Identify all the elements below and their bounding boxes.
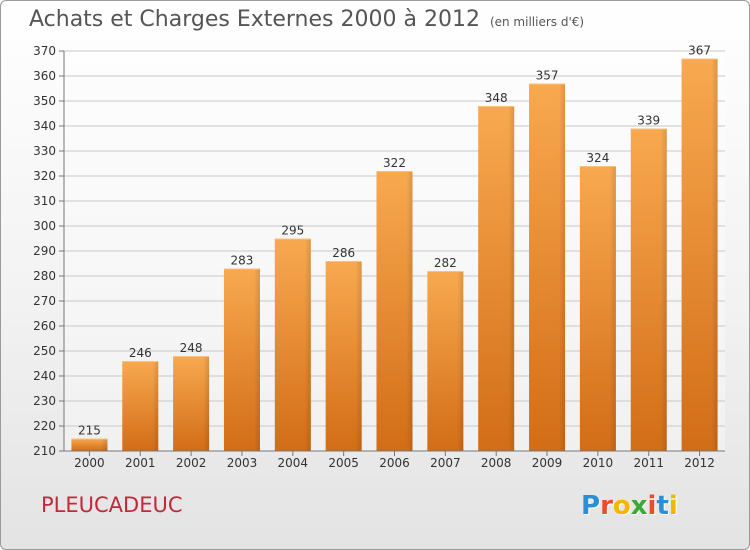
bar-value-label: 348: [485, 91, 508, 105]
y-tick-label: 260: [33, 319, 56, 333]
x-tick-label: 2009: [532, 456, 563, 470]
chart-subtitle: (en milliers d'€): [489, 15, 585, 29]
logo-letter: i: [668, 491, 678, 521]
x-tick-label: 2003: [227, 456, 258, 470]
bar-value-label: 367: [688, 44, 711, 58]
logo-letter: o: [612, 491, 631, 521]
chart-title-text: Achats et Charges Externes 2000 à 2012: [29, 7, 480, 32]
x-axis: 2000 2001 2002 2003 2004 2005 2006 2007 2008 2009…: [64, 450, 725, 470]
logo-letter: t: [656, 491, 669, 521]
bar-value-label: 282: [434, 256, 457, 270]
y-tick-label: 220: [33, 419, 56, 433]
bar-value-label: 322: [383, 156, 406, 170]
bar-value-label: 283: [231, 254, 254, 268]
x-tick-label: 2002: [176, 456, 207, 470]
y-tick-label: 240: [33, 369, 56, 383]
bar-shade: [711, 58, 718, 451]
logo-letter: r: [600, 491, 613, 521]
bar-value-label: 215: [78, 424, 101, 438]
bar-value-label: 248: [180, 341, 203, 355]
commune-name: PLEUCADEUC: [41, 493, 183, 517]
x-tick-label: 2010: [583, 456, 614, 470]
x-tick-label: 2005: [328, 456, 359, 470]
y-tick-label: 370: [33, 44, 56, 58]
x-tick-label: 2012: [684, 456, 715, 470]
logo-letter: i: [647, 491, 657, 521]
bar-value-label: 357: [536, 69, 559, 83]
x-tick-label: 2006: [379, 456, 410, 470]
x-tick-label: 2007: [430, 456, 461, 470]
logo-letter: x: [630, 491, 648, 521]
bar-shade: [355, 261, 362, 451]
bar-value-label: 324: [586, 151, 609, 165]
y-tick-label: 280: [33, 269, 56, 283]
bar-shade: [609, 166, 616, 451]
bar-shade: [559, 83, 566, 451]
x-tick-label: 2008: [481, 456, 512, 470]
x-tick-label: 2001: [125, 456, 156, 470]
y-axis: 210 220 230 240 250 260 270 280 290 300 310 320 330 3…: [33, 44, 65, 458]
y-tick-label: 250: [33, 344, 56, 358]
x-tick-label: 2011: [633, 456, 664, 470]
bar-value-label: 339: [637, 114, 660, 128]
bar-value-label: 295: [281, 224, 304, 238]
bar-shade: [406, 171, 413, 451]
logo-letter: P: [581, 491, 601, 521]
x-tick-label: 2000: [74, 456, 105, 470]
bar-value-label: 246: [129, 346, 152, 360]
y-tick-label: 310: [33, 194, 56, 208]
y-tick-label: 340: [33, 119, 56, 133]
bar-shade: [457, 271, 464, 451]
bar-shade: [152, 361, 159, 451]
y-tick-label: 300: [33, 219, 56, 233]
bar-shade: [203, 356, 210, 451]
bar-shade: [660, 128, 667, 451]
y-tick-label: 360: [33, 69, 56, 83]
y-tick-label: 330: [33, 144, 56, 158]
bar-shade: [253, 268, 260, 451]
bar-value-label: 286: [332, 246, 355, 260]
y-tick-label: 320: [33, 169, 56, 183]
bar-shade: [304, 238, 311, 451]
y-tick-label: 290: [33, 244, 56, 258]
chart-title: Achats et Charges Externes 2000 à 2012 (e…: [29, 7, 584, 32]
bars-group: 215 246 248 283 295 286 322 282 348 357 324 339 367: [71, 44, 718, 451]
proxiti-logo: Proxiti: [581, 491, 678, 521]
bar-shade: [508, 106, 515, 451]
y-tick-label: 230: [33, 394, 56, 408]
y-tick-label: 350: [33, 94, 56, 108]
y-tick-label: 270: [33, 294, 56, 308]
bar-shade: [101, 438, 108, 451]
y-tick-label: 210: [33, 444, 56, 458]
x-tick-label: 2004: [278, 456, 309, 470]
bar: [71, 438, 108, 451]
